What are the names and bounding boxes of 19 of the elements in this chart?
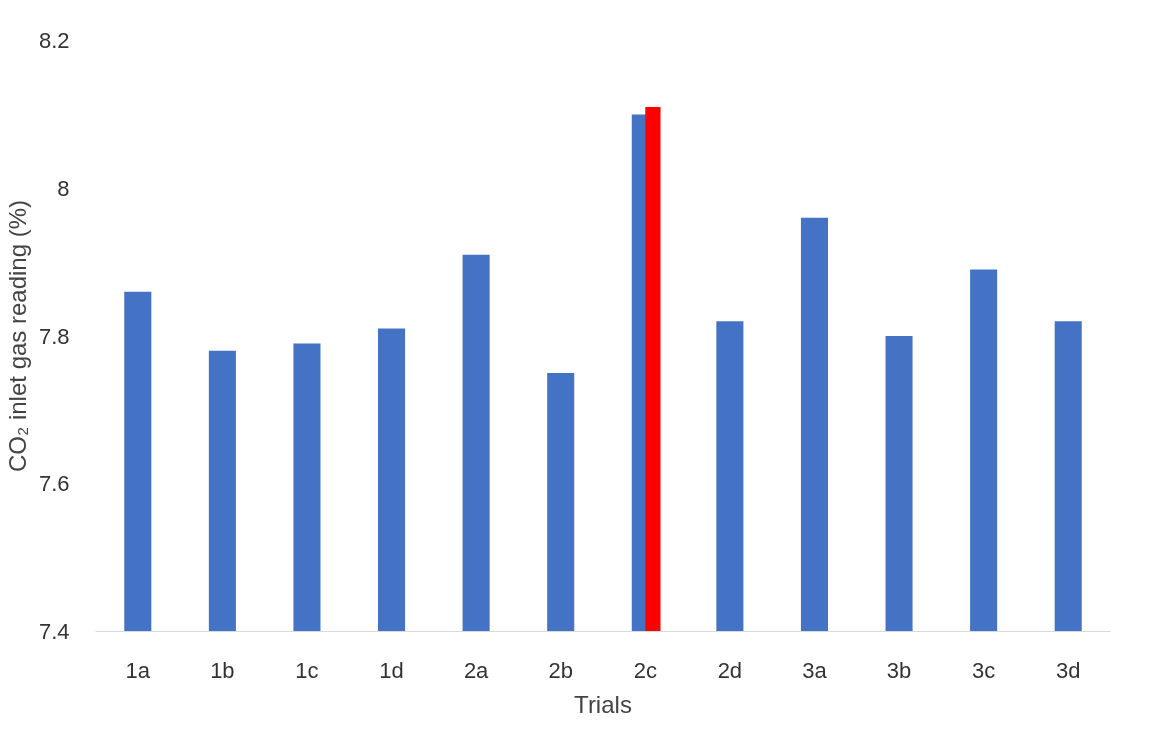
y-tick-label: 8 — [57, 175, 70, 201]
y-tick-label: 7.8 — [38, 323, 70, 349]
y-tick-label: 7.6 — [38, 471, 70, 497]
x-tick-label: 1d — [379, 657, 404, 683]
x-tick-label: 3a — [802, 657, 828, 683]
x-tick-label: 2c — [633, 657, 657, 683]
x-tick-label: 1b — [210, 657, 235, 683]
x-axis-title: Trials — [574, 690, 632, 718]
x-tick-label: 2a — [463, 657, 490, 683]
x-tick-label: 3d — [1055, 657, 1081, 683]
y-tick-label: 8.2 — [38, 28, 70, 53]
x-tick-label: 1a — [125, 657, 151, 683]
x-tick-label: 2d — [717, 657, 743, 683]
x-tick-label: 2b — [548, 657, 573, 683]
x-tick-label: 3b — [886, 657, 912, 683]
y-tick-label: 7.4 — [38, 619, 70, 644]
x-tick-label: 3c — [972, 657, 996, 683]
y-axis-title: CO₂ inlet gas reading (%) — [3, 199, 31, 473]
x-tick-label: 1c — [295, 657, 319, 683]
